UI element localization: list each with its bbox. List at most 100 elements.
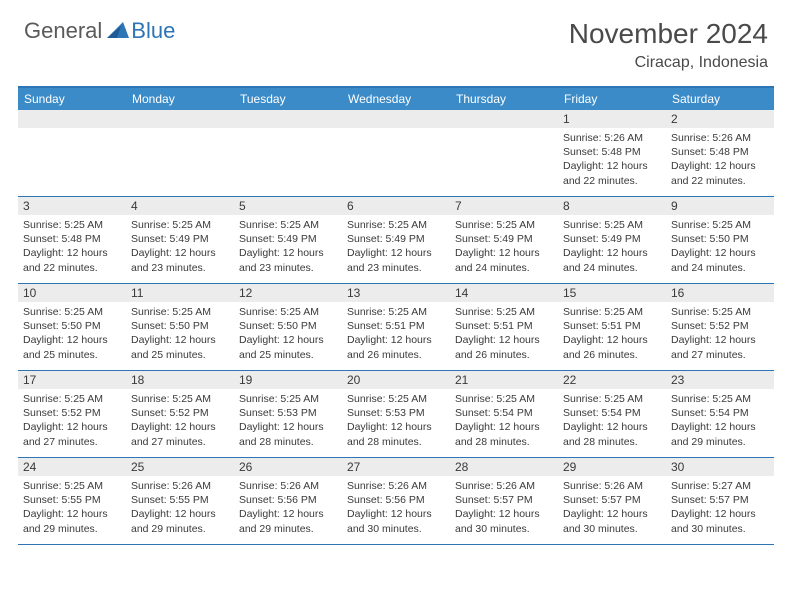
day-number: 15 — [558, 284, 666, 302]
day-details: Sunrise: 5:26 AMSunset: 5:56 PMDaylight:… — [342, 476, 450, 540]
day-number: 5 — [234, 197, 342, 215]
week-row: 17Sunrise: 5:25 AMSunset: 5:52 PMDayligh… — [18, 371, 774, 458]
day-cell: 7Sunrise: 5:25 AMSunset: 5:49 PMDaylight… — [450, 197, 558, 283]
day-details: Sunrise: 5:25 AMSunset: 5:54 PMDaylight:… — [558, 389, 666, 453]
day-number: 14 — [450, 284, 558, 302]
day-details: Sunrise: 5:25 AMSunset: 5:52 PMDaylight:… — [666, 302, 774, 366]
day-cell: 16Sunrise: 5:25 AMSunset: 5:52 PMDayligh… — [666, 284, 774, 370]
day-details: Sunrise: 5:25 AMSunset: 5:50 PMDaylight:… — [666, 215, 774, 279]
day-details: Sunrise: 5:26 AMSunset: 5:48 PMDaylight:… — [666, 128, 774, 192]
day-cell: 13Sunrise: 5:25 AMSunset: 5:51 PMDayligh… — [342, 284, 450, 370]
dow-cell: Thursday — [450, 88, 558, 110]
day-number: 4 — [126, 197, 234, 215]
day-of-week-header: SundayMondayTuesdayWednesdayThursdayFrid… — [18, 88, 774, 110]
day-cell: 24Sunrise: 5:25 AMSunset: 5:55 PMDayligh… — [18, 458, 126, 544]
day-details: Sunrise: 5:25 AMSunset: 5:55 PMDaylight:… — [18, 476, 126, 540]
weeks-container: 1Sunrise: 5:26 AMSunset: 5:48 PMDaylight… — [18, 110, 774, 545]
day-cell: 15Sunrise: 5:25 AMSunset: 5:51 PMDayligh… — [558, 284, 666, 370]
day-cell: 20Sunrise: 5:25 AMSunset: 5:53 PMDayligh… — [342, 371, 450, 457]
day-cell: 21Sunrise: 5:25 AMSunset: 5:54 PMDayligh… — [450, 371, 558, 457]
day-number: 30 — [666, 458, 774, 476]
day-details: Sunrise: 5:25 AMSunset: 5:54 PMDaylight:… — [450, 389, 558, 453]
day-details: Sunrise: 5:26 AMSunset: 5:56 PMDaylight:… — [234, 476, 342, 540]
day-cell: 8Sunrise: 5:25 AMSunset: 5:49 PMDaylight… — [558, 197, 666, 283]
day-cell: 23Sunrise: 5:25 AMSunset: 5:54 PMDayligh… — [666, 371, 774, 457]
day-details: Sunrise: 5:25 AMSunset: 5:49 PMDaylight:… — [450, 215, 558, 279]
day-number: 16 — [666, 284, 774, 302]
day-details: Sunrise: 5:26 AMSunset: 5:48 PMDaylight:… — [558, 128, 666, 192]
dow-cell: Sunday — [18, 88, 126, 110]
day-details: Sunrise: 5:25 AMSunset: 5:48 PMDaylight:… — [18, 215, 126, 279]
day-details: Sunrise: 5:25 AMSunset: 5:52 PMDaylight:… — [126, 389, 234, 453]
day-cell: 14Sunrise: 5:25 AMSunset: 5:51 PMDayligh… — [450, 284, 558, 370]
day-cell: 5Sunrise: 5:25 AMSunset: 5:49 PMDaylight… — [234, 197, 342, 283]
day-details: Sunrise: 5:25 AMSunset: 5:51 PMDaylight:… — [450, 302, 558, 366]
day-details: Sunrise: 5:26 AMSunset: 5:55 PMDaylight:… — [126, 476, 234, 540]
day-number: 19 — [234, 371, 342, 389]
week-row: 10Sunrise: 5:25 AMSunset: 5:50 PMDayligh… — [18, 284, 774, 371]
day-details: Sunrise: 5:25 AMSunset: 5:53 PMDaylight:… — [234, 389, 342, 453]
day-cell: 22Sunrise: 5:25 AMSunset: 5:54 PMDayligh… — [558, 371, 666, 457]
header: General Blue November 2024 Ciracap, Indo… — [0, 0, 792, 78]
day-details: Sunrise: 5:26 AMSunset: 5:57 PMDaylight:… — [558, 476, 666, 540]
day-number: 12 — [234, 284, 342, 302]
logo-triangle-icon — [107, 20, 129, 43]
day-details: Sunrise: 5:25 AMSunset: 5:51 PMDaylight:… — [558, 302, 666, 366]
day-cell — [234, 110, 342, 196]
day-number: 23 — [666, 371, 774, 389]
day-cell: 28Sunrise: 5:26 AMSunset: 5:57 PMDayligh… — [450, 458, 558, 544]
day-number: 9 — [666, 197, 774, 215]
week-row: 3Sunrise: 5:25 AMSunset: 5:48 PMDaylight… — [18, 197, 774, 284]
day-cell — [18, 110, 126, 196]
day-details: Sunrise: 5:25 AMSunset: 5:54 PMDaylight:… — [666, 389, 774, 453]
day-number: 17 — [18, 371, 126, 389]
day-details: Sunrise: 5:26 AMSunset: 5:57 PMDaylight:… — [450, 476, 558, 540]
day-details: Sunrise: 5:25 AMSunset: 5:50 PMDaylight:… — [234, 302, 342, 366]
title-block: November 2024 Ciracap, Indonesia — [569, 18, 768, 72]
day-cell: 4Sunrise: 5:25 AMSunset: 5:49 PMDaylight… — [126, 197, 234, 283]
day-number: 25 — [126, 458, 234, 476]
empty-day-bar — [18, 110, 126, 128]
day-number: 8 — [558, 197, 666, 215]
empty-day-bar — [126, 110, 234, 128]
day-cell: 6Sunrise: 5:25 AMSunset: 5:49 PMDaylight… — [342, 197, 450, 283]
day-details: Sunrise: 5:25 AMSunset: 5:51 PMDaylight:… — [342, 302, 450, 366]
day-cell: 11Sunrise: 5:25 AMSunset: 5:50 PMDayligh… — [126, 284, 234, 370]
day-number: 27 — [342, 458, 450, 476]
empty-day-bar — [234, 110, 342, 128]
dow-cell: Monday — [126, 88, 234, 110]
day-number: 20 — [342, 371, 450, 389]
day-number: 1 — [558, 110, 666, 128]
day-details: Sunrise: 5:25 AMSunset: 5:52 PMDaylight:… — [18, 389, 126, 453]
dow-cell: Friday — [558, 88, 666, 110]
page-title: November 2024 — [569, 18, 768, 50]
day-cell — [342, 110, 450, 196]
empty-day-bar — [450, 110, 558, 128]
day-details: Sunrise: 5:27 AMSunset: 5:57 PMDaylight:… — [666, 476, 774, 540]
day-details: Sunrise: 5:25 AMSunset: 5:50 PMDaylight:… — [18, 302, 126, 366]
day-details: Sunrise: 5:25 AMSunset: 5:49 PMDaylight:… — [234, 215, 342, 279]
day-cell: 3Sunrise: 5:25 AMSunset: 5:48 PMDaylight… — [18, 197, 126, 283]
day-cell: 29Sunrise: 5:26 AMSunset: 5:57 PMDayligh… — [558, 458, 666, 544]
day-cell: 17Sunrise: 5:25 AMSunset: 5:52 PMDayligh… — [18, 371, 126, 457]
day-cell: 1Sunrise: 5:26 AMSunset: 5:48 PMDaylight… — [558, 110, 666, 196]
day-number: 26 — [234, 458, 342, 476]
logo-text-general: General — [24, 18, 102, 44]
location-label: Ciracap, Indonesia — [569, 54, 768, 72]
day-number: 6 — [342, 197, 450, 215]
calendar: SundayMondayTuesdayWednesdayThursdayFrid… — [18, 86, 774, 545]
day-number: 28 — [450, 458, 558, 476]
day-cell: 18Sunrise: 5:25 AMSunset: 5:52 PMDayligh… — [126, 371, 234, 457]
dow-cell: Wednesday — [342, 88, 450, 110]
day-number: 21 — [450, 371, 558, 389]
dow-cell: Saturday — [666, 88, 774, 110]
day-number: 2 — [666, 110, 774, 128]
day-details: Sunrise: 5:25 AMSunset: 5:50 PMDaylight:… — [126, 302, 234, 366]
day-cell: 19Sunrise: 5:25 AMSunset: 5:53 PMDayligh… — [234, 371, 342, 457]
day-number: 7 — [450, 197, 558, 215]
day-cell: 9Sunrise: 5:25 AMSunset: 5:50 PMDaylight… — [666, 197, 774, 283]
day-details: Sunrise: 5:25 AMSunset: 5:53 PMDaylight:… — [342, 389, 450, 453]
day-details: Sunrise: 5:25 AMSunset: 5:49 PMDaylight:… — [558, 215, 666, 279]
day-cell: 25Sunrise: 5:26 AMSunset: 5:55 PMDayligh… — [126, 458, 234, 544]
day-cell: 10Sunrise: 5:25 AMSunset: 5:50 PMDayligh… — [18, 284, 126, 370]
